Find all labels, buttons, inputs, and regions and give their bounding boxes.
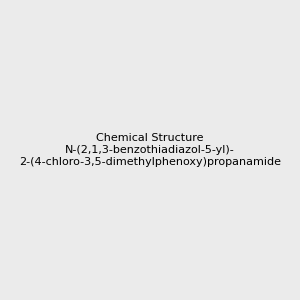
- Text: Chemical Structure
N-(2,1,3-benzothiadiazol-5-yl)-
2-(4-chloro-3,5-dimethylpheno: Chemical Structure N-(2,1,3-benzothiadia…: [19, 134, 281, 166]
